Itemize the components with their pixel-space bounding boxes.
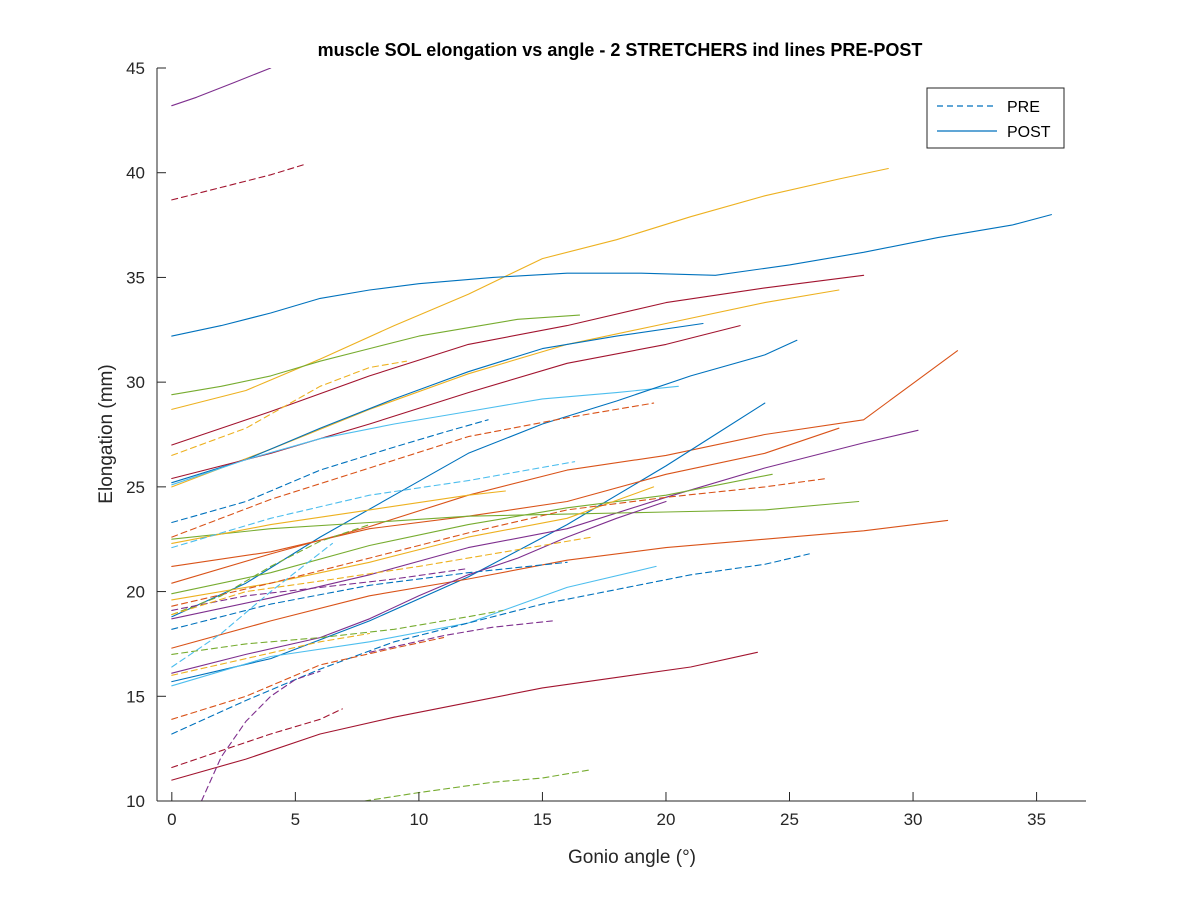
x-tick-label: 30: [904, 810, 923, 829]
series-line-post-2: [171, 167, 889, 410]
series-line-pre-29: [171, 524, 371, 616]
series-line-pre-30: [171, 567, 469, 611]
series-line-pre-36: [171, 637, 445, 720]
series-line-post-3: [171, 214, 1052, 337]
series-line-pre-1: [171, 163, 306, 201]
series-line-pre-27: [171, 477, 828, 607]
series-line-post-18: [171, 490, 506, 544]
series-line-post-8: [171, 325, 741, 480]
series-line-post-6: [171, 314, 581, 396]
series-line-post-0: [171, 68, 272, 107]
series-line-post-9: [171, 385, 679, 486]
series-line-pre-40: [171, 632, 371, 676]
legend-label-post: POST: [1007, 124, 1051, 141]
series-line-post-12: [171, 402, 766, 683]
series-line-post-15: [171, 500, 860, 540]
series-line-pre-33: [171, 553, 810, 735]
series-line-post-19: [171, 486, 655, 601]
y-tick-label: 45: [126, 59, 145, 78]
y-tick-label: 20: [126, 583, 145, 602]
y-axis-label: Elongation (mm): [96, 364, 117, 503]
series-line-pre-39: [363, 769, 593, 801]
series-line-pre-23: [171, 419, 489, 524]
series-line-post-11: [171, 350, 959, 584]
x-tick-label: 5: [291, 810, 300, 829]
series-line-post-13: [171, 427, 840, 567]
y-tick-label: 25: [126, 478, 145, 497]
x-axis-label: Gonio angle (°): [568, 847, 696, 868]
legend-label-pre: PRE: [1007, 99, 1040, 116]
series-line-post-20: [171, 565, 657, 687]
series-line-post-17: [171, 473, 773, 595]
x-tick-label: 15: [533, 810, 552, 829]
series-line-pre-24: [171, 402, 655, 538]
x-tick-label: 20: [657, 810, 676, 829]
y-tick-label: 10: [126, 792, 145, 811]
y-tick-label: 35: [126, 268, 145, 287]
x-tick-label: 0: [167, 810, 176, 829]
y-tick-label: 30: [126, 373, 145, 392]
series-line-pre-32: [171, 542, 333, 668]
series-line-post-16: [171, 519, 949, 649]
series-line-pre-34: [171, 609, 504, 655]
series-layer: [171, 68, 1052, 801]
legend-box: [926, 87, 1065, 149]
series-line-post-4: [171, 274, 865, 446]
chart-title: muscle SOL elongation vs angle - 2 STRET…: [318, 40, 923, 60]
x-tick-label: 10: [409, 810, 428, 829]
axes-layer: 0 5 10 15 20 25 30 35 10 15 20 25 30 35 40 45: [126, 59, 1086, 829]
series-line-pre-38: [171, 708, 343, 769]
series-line-pre-37: [200, 670, 321, 801]
series-line-pre-28: [171, 561, 568, 630]
series-line-pre-26: [171, 461, 576, 549]
series-line-post-21: [171, 651, 758, 781]
x-tick-label: 25: [780, 810, 799, 829]
plot-area: 0 5 10 15 20 25 30 35 10 15 20 25 30 35 40 45: [126, 59, 1086, 829]
series-line-pre-31: [171, 536, 593, 616]
series-line-pre-35: [368, 620, 553, 653]
series-line-post-7: [171, 322, 704, 484]
y-tick-label: 15: [126, 687, 145, 706]
series-line-post-14: [171, 429, 919, 620]
series-line-post-22: [171, 500, 667, 674]
legend: PRE POST: [926, 87, 1065, 149]
series-line-pre-25: [171, 360, 408, 456]
x-tick-label: 35: [1027, 810, 1046, 829]
y-tick-label: 40: [126, 164, 145, 183]
